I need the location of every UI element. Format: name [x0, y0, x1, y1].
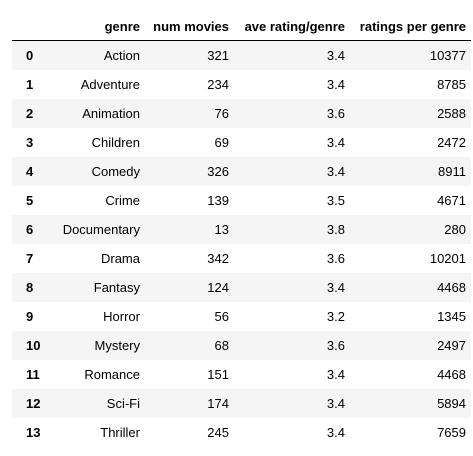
table-row: 9 Horror 56 3.2 1345 [12, 302, 471, 331]
row-index: 1 [12, 70, 44, 99]
genre-cell: Romance [44, 360, 145, 389]
ratings-per-genre-column-header: ratings per genre [350, 12, 471, 41]
row-index: 7 [12, 244, 44, 273]
genre-cell: Fantasy [44, 273, 145, 302]
ave-rating-cell: 3.4 [234, 70, 350, 99]
ratings-per-genre-cell: 2497 [350, 331, 471, 360]
table-row: 10 Mystery 68 3.6 2497 [12, 331, 471, 360]
num-movies-cell: 151 [145, 360, 234, 389]
num-movies-cell: 234 [145, 70, 234, 99]
row-index: 9 [12, 302, 44, 331]
dataframe-output: genre num movies ave rating/genre rating… [12, 12, 471, 447]
ave-rating-cell: 3.8 [234, 215, 350, 244]
num-movies-column-header: num movies [145, 12, 234, 41]
ratings-per-genre-cell: 280 [350, 215, 471, 244]
num-movies-cell: 245 [145, 418, 234, 447]
ratings-per-genre-cell: 8785 [350, 70, 471, 99]
row-index: 2 [12, 99, 44, 128]
num-movies-cell: 56 [145, 302, 234, 331]
num-movies-cell: 321 [145, 41, 234, 70]
ave-rating-cell: 3.4 [234, 41, 350, 70]
table-row: 12 Sci-Fi 174 3.4 5894 [12, 389, 471, 418]
num-movies-cell: 342 [145, 244, 234, 273]
num-movies-cell: 174 [145, 389, 234, 418]
ave-rating-cell: 3.6 [234, 331, 350, 360]
num-movies-cell: 68 [145, 331, 234, 360]
index-column-header [12, 12, 44, 41]
ratings-per-genre-cell: 2472 [350, 128, 471, 157]
ratings-per-genre-cell: 4468 [350, 360, 471, 389]
ave-rating-cell: 3.5 [234, 186, 350, 215]
table-row: 2 Animation 76 3.6 2588 [12, 99, 471, 128]
ratings-per-genre-cell: 8911 [350, 157, 471, 186]
num-movies-cell: 139 [145, 186, 234, 215]
ave-rating-cell: 3.6 [234, 99, 350, 128]
table-row: 0 Action 321 3.4 10377 [12, 41, 471, 70]
row-index: 4 [12, 157, 44, 186]
genre-cell: Adventure [44, 70, 145, 99]
ave-rating-cell: 3.4 [234, 418, 350, 447]
ratings-per-genre-cell: 2588 [350, 99, 471, 128]
ratings-per-genre-cell: 4671 [350, 186, 471, 215]
header-row: genre num movies ave rating/genre rating… [12, 12, 471, 41]
table-row: 7 Drama 342 3.6 10201 [12, 244, 471, 273]
table-row: 3 Children 69 3.4 2472 [12, 128, 471, 157]
row-index: 8 [12, 273, 44, 302]
row-index: 6 [12, 215, 44, 244]
table-row: 8 Fantasy 124 3.4 4468 [12, 273, 471, 302]
num-movies-cell: 69 [145, 128, 234, 157]
genre-cell: Sci-Fi [44, 389, 145, 418]
genre-cell: Horror [44, 302, 145, 331]
genre-cell: Crime [44, 186, 145, 215]
row-index: 12 [12, 389, 44, 418]
genre-cell: Mystery [44, 331, 145, 360]
table-row: 11 Romance 151 3.4 4468 [12, 360, 471, 389]
genre-cell: Drama [44, 244, 145, 273]
ratings-per-genre-cell: 1345 [350, 302, 471, 331]
genre-cell: Action [44, 41, 145, 70]
ave-rating-column-header: ave rating/genre [234, 12, 350, 41]
ave-rating-cell: 3.4 [234, 157, 350, 186]
table-body: 0 Action 321 3.4 10377 1 Adventure 234 3.4 8785 2 A… [12, 41, 471, 447]
genre-cell: Documentary [44, 215, 145, 244]
genre-stats-table: genre num movies ave rating/genre rating… [12, 12, 471, 447]
genre-cell: Children [44, 128, 145, 157]
table-row: 4 Comedy 326 3.4 8911 [12, 157, 471, 186]
row-index: 13 [12, 418, 44, 447]
ratings-per-genre-cell: 4468 [350, 273, 471, 302]
num-movies-cell: 76 [145, 99, 234, 128]
num-movies-cell: 13 [145, 215, 234, 244]
row-index: 0 [12, 41, 44, 70]
ratings-per-genre-cell: 10201 [350, 244, 471, 273]
row-index: 5 [12, 186, 44, 215]
table-row: 1 Adventure 234 3.4 8785 [12, 70, 471, 99]
genre-cell: Thriller [44, 418, 145, 447]
ratings-per-genre-cell: 7659 [350, 418, 471, 447]
table-row: 13 Thriller 245 3.4 7659 [12, 418, 471, 447]
ratings-per-genre-cell: 10377 [350, 41, 471, 70]
num-movies-cell: 326 [145, 157, 234, 186]
table-row: 5 Crime 139 3.5 4671 [12, 186, 471, 215]
table-header: genre num movies ave rating/genre rating… [12, 12, 471, 41]
ave-rating-cell: 3.4 [234, 128, 350, 157]
ave-rating-cell: 3.4 [234, 273, 350, 302]
ratings-per-genre-cell: 5894 [350, 389, 471, 418]
row-index: 3 [12, 128, 44, 157]
genre-cell: Comedy [44, 157, 145, 186]
ave-rating-cell: 3.6 [234, 244, 350, 273]
num-movies-cell: 124 [145, 273, 234, 302]
genre-cell: Animation [44, 99, 145, 128]
row-index: 11 [12, 360, 44, 389]
ave-rating-cell: 3.4 [234, 360, 350, 389]
table-row: 6 Documentary 13 3.8 280 [12, 215, 471, 244]
ave-rating-cell: 3.2 [234, 302, 350, 331]
ave-rating-cell: 3.4 [234, 389, 350, 418]
genre-column-header: genre [44, 12, 145, 41]
row-index: 10 [12, 331, 44, 360]
